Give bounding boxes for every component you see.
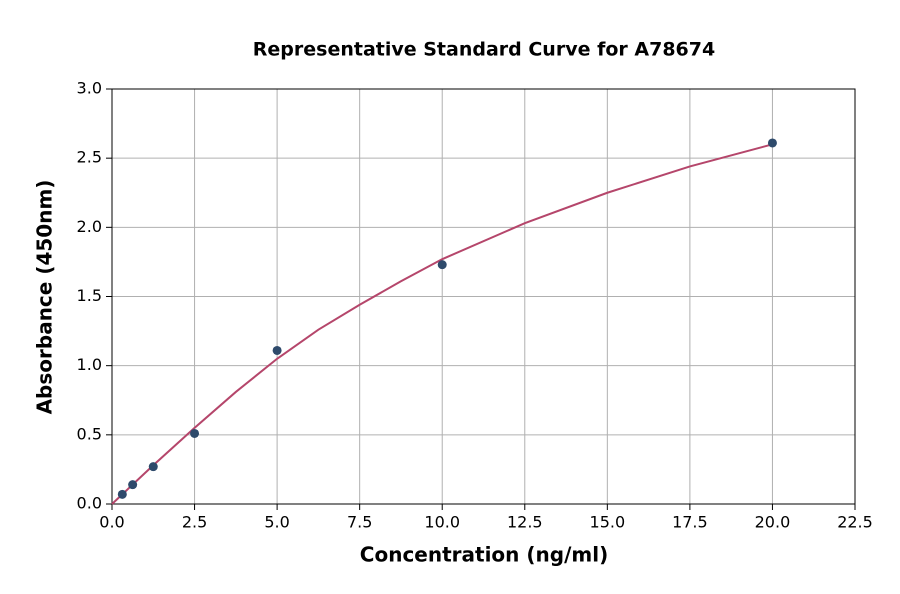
y-tick-label: 0.5 xyxy=(77,424,102,443)
chart-title: Representative Standard Curve for A78674 xyxy=(253,39,715,61)
x-tick-label: 15.0 xyxy=(590,513,626,532)
x-tick-label: 22.5 xyxy=(837,513,873,532)
data-point xyxy=(148,462,158,472)
y-tick-label: 1.0 xyxy=(77,355,102,374)
y-axis-label: Absorbance (450nm) xyxy=(33,180,57,415)
fit-curve xyxy=(111,143,773,505)
y-tick-label: 0.0 xyxy=(77,494,102,513)
data-point xyxy=(190,428,200,438)
x-axis-label: Concentration (ng/ml) xyxy=(360,543,608,567)
x-tick-label: 0.0 xyxy=(99,513,124,532)
x-tick-label: 12.5 xyxy=(507,513,543,532)
x-tick-label: 20.0 xyxy=(755,513,791,532)
x-tick-label: 10.0 xyxy=(424,513,460,532)
y-tick-label: 1.5 xyxy=(77,286,102,305)
x-tick-label: 7.5 xyxy=(347,513,372,532)
data-point xyxy=(128,480,138,490)
y-tick-label: 2.0 xyxy=(77,217,102,236)
plot-frame xyxy=(111,88,856,505)
data-point xyxy=(117,489,127,499)
x-tick-label: 2.5 xyxy=(182,513,207,532)
y-tick-label: 3.0 xyxy=(77,79,102,98)
data-point xyxy=(767,138,777,148)
x-tick-label: 5.0 xyxy=(264,513,289,532)
data-point xyxy=(272,345,282,355)
y-tick-label: 2.5 xyxy=(77,148,102,167)
x-tick-label: 17.5 xyxy=(672,513,708,532)
data-point xyxy=(437,260,447,270)
